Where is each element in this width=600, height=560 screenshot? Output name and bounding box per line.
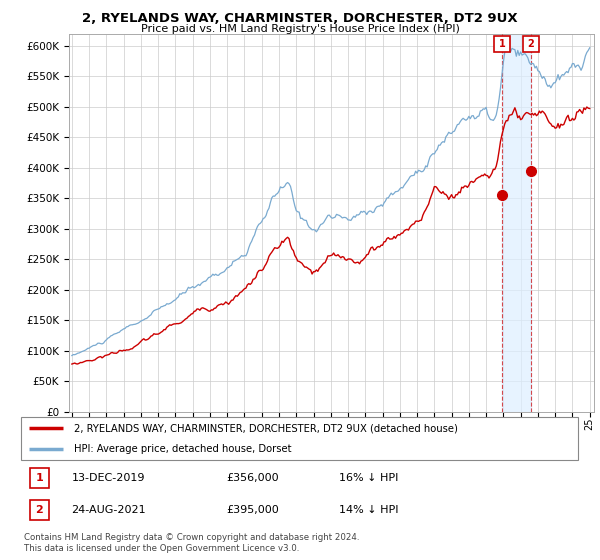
Text: 2, RYELANDS WAY, CHARMINSTER, DORCHESTER, DT2 9UX (detached house): 2, RYELANDS WAY, CHARMINSTER, DORCHESTER…: [74, 423, 458, 433]
FancyBboxPatch shape: [21, 417, 578, 460]
FancyBboxPatch shape: [30, 468, 49, 488]
Text: 13-DEC-2019: 13-DEC-2019: [71, 473, 145, 483]
Text: 14% ↓ HPI: 14% ↓ HPI: [340, 505, 399, 515]
Text: 24-AUG-2021: 24-AUG-2021: [71, 505, 146, 515]
Text: 1: 1: [35, 473, 43, 483]
Text: 2, RYELANDS WAY, CHARMINSTER, DORCHESTER, DT2 9UX: 2, RYELANDS WAY, CHARMINSTER, DORCHESTER…: [82, 12, 518, 25]
Text: 16% ↓ HPI: 16% ↓ HPI: [340, 473, 399, 483]
Text: Contains HM Land Registry data © Crown copyright and database right 2024.
This d: Contains HM Land Registry data © Crown c…: [24, 533, 359, 553]
Text: 2: 2: [35, 505, 43, 515]
Bar: [502, 34, 531, 412]
Text: £395,000: £395,000: [227, 505, 280, 515]
Text: £356,000: £356,000: [227, 473, 280, 483]
FancyBboxPatch shape: [30, 501, 49, 520]
Text: 1: 1: [499, 39, 505, 49]
Text: Price paid vs. HM Land Registry's House Price Index (HPI): Price paid vs. HM Land Registry's House …: [140, 24, 460, 34]
Text: HPI: Average price, detached house, Dorset: HPI: Average price, detached house, Dors…: [74, 444, 292, 454]
Text: 2: 2: [527, 39, 534, 49]
